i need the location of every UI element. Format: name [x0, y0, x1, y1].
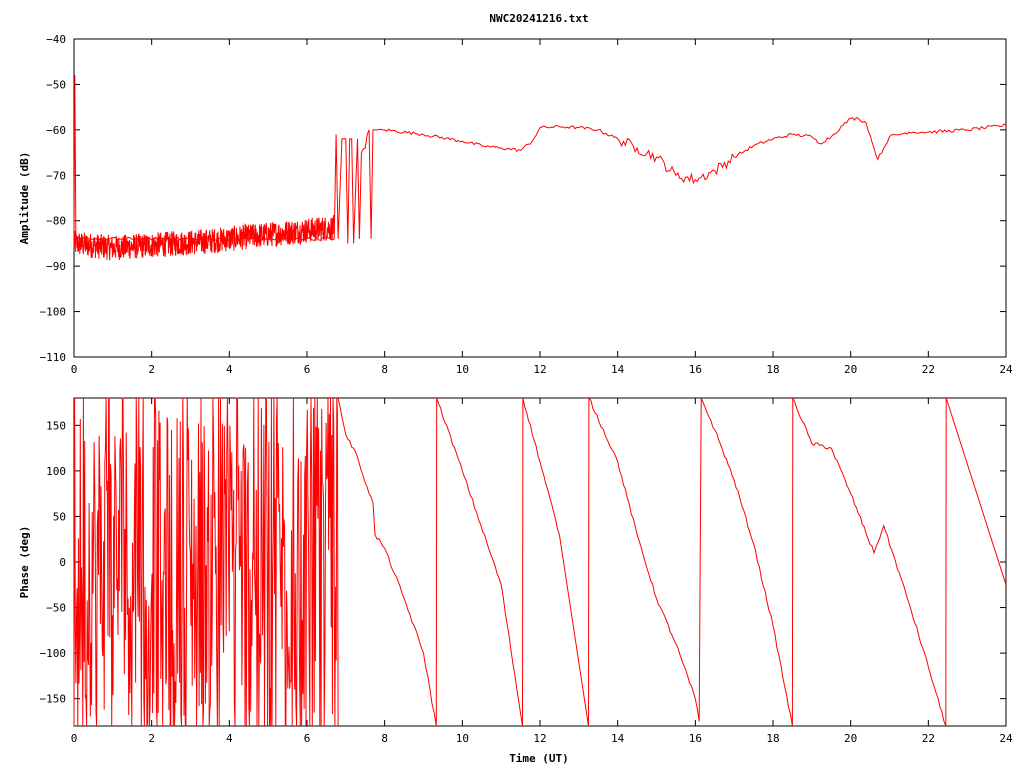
- x-tick-label: 12: [533, 732, 546, 745]
- x-tick-label: 0: [71, 732, 78, 745]
- y-tick-label: −110: [40, 351, 67, 364]
- x-tick-label: 0: [71, 363, 78, 376]
- x-tick-label: 10: [456, 363, 469, 376]
- plot-frame: [73, 38, 1007, 358]
- y-tick-label: −80: [46, 215, 66, 228]
- phase-noise-trace: [73, 397, 339, 727]
- x-tick-label: 4: [226, 732, 233, 745]
- x-tick-label: 18: [766, 732, 779, 745]
- x-tick-label: 8: [381, 363, 388, 376]
- y-tick-label: −50: [46, 602, 66, 615]
- x-tick-label: 24: [999, 363, 1013, 376]
- y-tick-label: −100: [40, 647, 67, 660]
- x-tick-label: 14: [611, 732, 625, 745]
- x-tick-label: 10: [456, 732, 469, 745]
- time-axis-label: Time (UT): [509, 752, 569, 765]
- y-tick-label: 50: [53, 510, 66, 523]
- amplitude-axis-label: Amplitude (dB): [18, 152, 31, 245]
- x-tick-label: 20: [844, 732, 857, 745]
- x-tick-label: 24: [999, 732, 1013, 745]
- y-tick-label: −40: [46, 33, 66, 46]
- x-tick-label: 16: [689, 732, 702, 745]
- x-tick-label: 12: [533, 363, 546, 376]
- x-tick-label: 6: [304, 732, 311, 745]
- x-tick-label: 2: [148, 363, 155, 376]
- x-tick-label: 22: [922, 363, 935, 376]
- y-tick-label: −50: [46, 78, 66, 91]
- amplitude-series-line: [73, 75, 1007, 244]
- x-tick-label: 8: [381, 732, 388, 745]
- amplitude-panel: Amplitude (dB) 0 2 4 6 8 10 12 14 16 18 20 22 24−110…: [18, 33, 1013, 376]
- y-tick-label: −100: [40, 306, 67, 319]
- y-tick-label: 0: [59, 556, 66, 569]
- x-tick-label: 20: [844, 363, 857, 376]
- chart-title: NWC20241216.txt: [489, 12, 588, 25]
- y-tick-label: 100: [46, 465, 66, 478]
- x-tick-label: 18: [766, 363, 779, 376]
- phase-panel: Phase (deg) Time (UT) 0 2 4 6 8 10 12 14 16 18 20 2…: [18, 396, 1013, 765]
- x-tick-label: 16: [689, 363, 702, 376]
- phase-series-line: [337, 396, 1007, 727]
- y-tick-label: −150: [40, 693, 67, 706]
- x-tick-label: 22: [922, 732, 935, 745]
- x-tick-label: 4: [226, 363, 233, 376]
- amplitude-noise-trace: [73, 214, 335, 261]
- y-tick-label: −90: [46, 260, 66, 273]
- x-tick-label: 14: [611, 363, 625, 376]
- phase-axis-label: Phase (deg): [18, 526, 31, 599]
- x-tick-label: 2: [148, 732, 155, 745]
- x-tick-label: 6: [304, 363, 311, 376]
- y-tick-label: 150: [46, 419, 66, 432]
- y-tick-label: −70: [46, 169, 66, 182]
- y-tick-label: −60: [46, 124, 66, 137]
